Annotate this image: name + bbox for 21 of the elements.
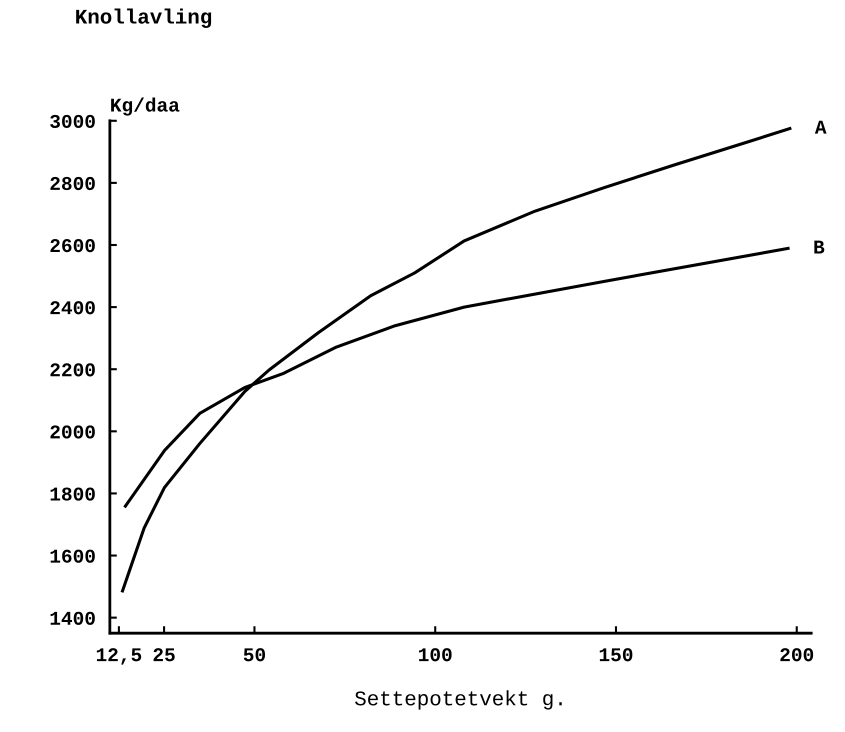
x-tick-label: 200 — [780, 648, 814, 662]
x-tick-label: 100 — [419, 648, 452, 662]
y-tick-label: 2400 — [50, 301, 95, 314]
chart-title: Knollavling — [76, 8, 212, 28]
y-tick-label: 2800 — [50, 176, 95, 190]
y-tick-label: 2000 — [50, 425, 95, 439]
annotation: B — [814, 240, 824, 254]
y-axis-title: Kg/daa — [111, 97, 180, 116]
x-tick-label: 25 — [154, 648, 175, 662]
y-tick-label: 1400 — [50, 612, 95, 625]
x-tick-label: 50 — [244, 648, 266, 662]
x-axis-title: Settepotetvekt g. — [355, 690, 562, 710]
x-tick-label: 12,5 — [96, 648, 142, 665]
y-tick-label: 3000 — [50, 114, 95, 128]
line-series — [120, 127, 792, 592]
y-tick-label: 2600 — [50, 239, 95, 252]
y-tick-label: 2200 — [50, 363, 95, 376]
y-tick-label: 1800 — [50, 487, 95, 501]
annotation: A — [814, 120, 827, 134]
y-tick-label: 1600 — [50, 550, 95, 563]
x-tick-label: 150 — [600, 648, 632, 662]
